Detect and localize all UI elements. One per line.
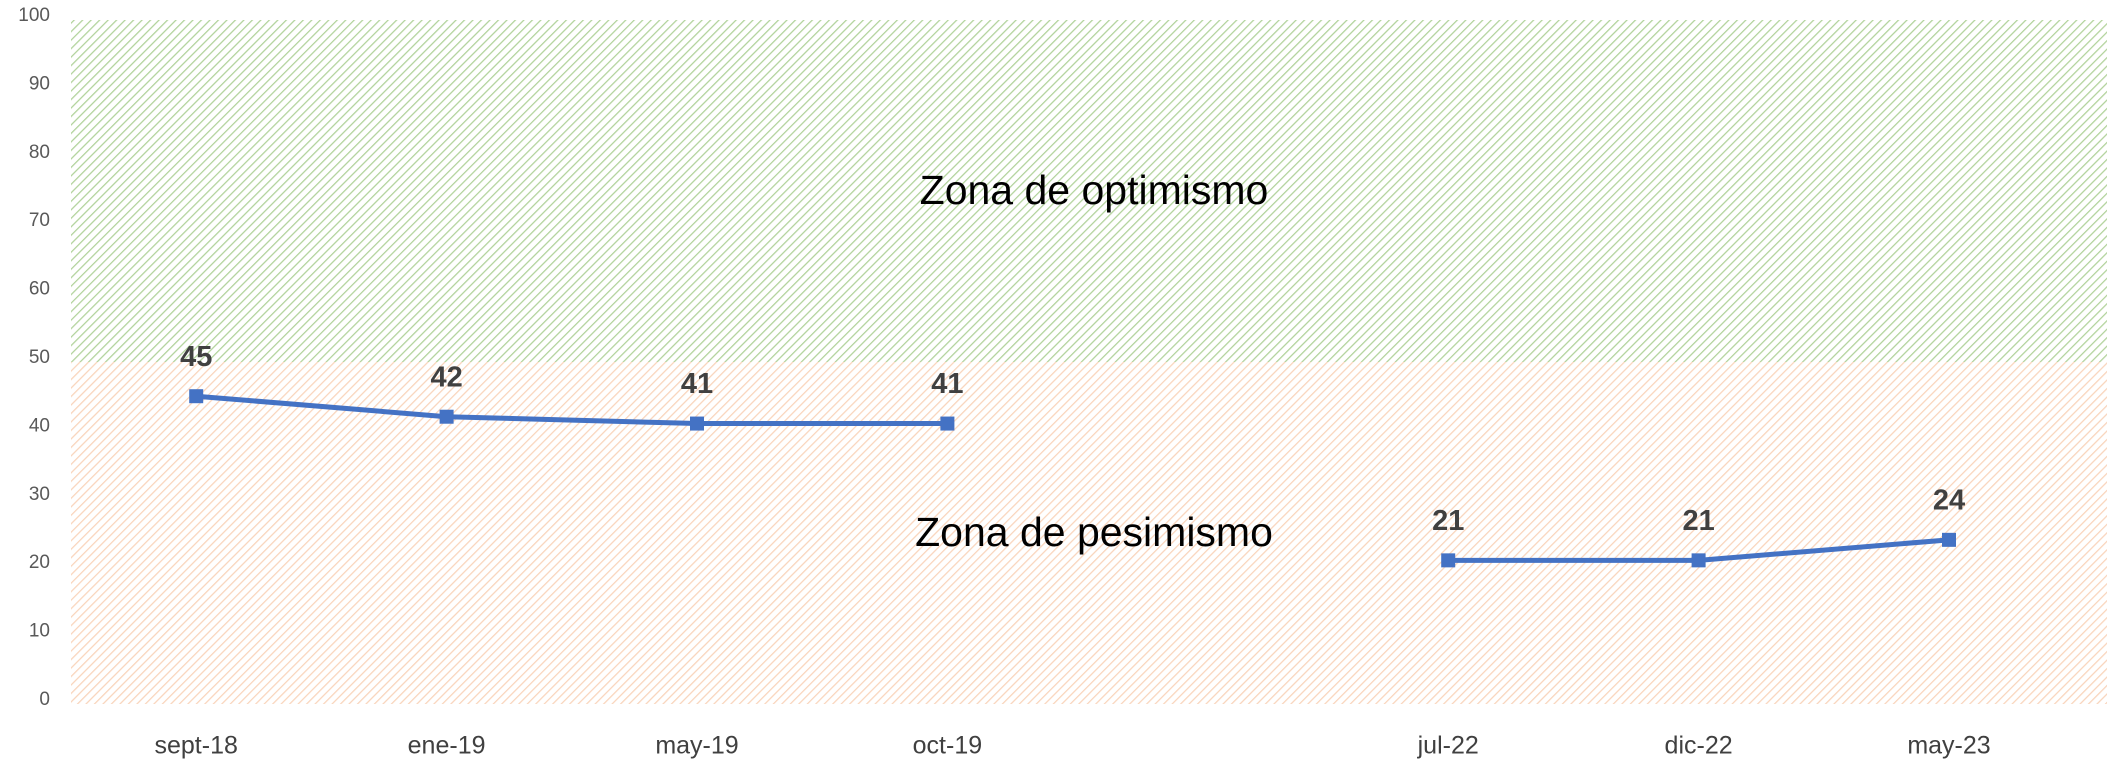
data-label: 41 (681, 368, 713, 400)
zone-area (71, 20, 2107, 362)
data-label: 21 (1682, 505, 1714, 537)
y-tick-label: 10 (29, 621, 50, 642)
marker (1942, 532, 1956, 547)
y-tick-label: 100 (18, 5, 50, 26)
marker (690, 416, 704, 431)
y-tick-label: 40 (29, 415, 50, 436)
x-tick-label: dic-22 (1665, 732, 1733, 760)
data-label: 45 (180, 341, 212, 373)
y-tick-label: 90 (29, 73, 50, 94)
marker (439, 409, 454, 424)
marker (1691, 553, 1706, 568)
data-label: 41 (931, 368, 963, 400)
y-tick-label: 0 (39, 689, 50, 710)
y-tick-label: 80 (29, 142, 50, 163)
y-tick-label: 70 (29, 210, 50, 231)
marker (940, 416, 955, 431)
zone-label: Zona de pesimismo (915, 509, 1273, 555)
x-tick-label: ene-19 (408, 732, 486, 760)
x-tick-label: may-19 (655, 732, 738, 760)
data-label: 24 (1933, 484, 1965, 516)
data-label: 21 (1432, 505, 1464, 537)
y-tick-label: 20 (29, 552, 50, 573)
y-tick-label: 30 (29, 484, 50, 505)
y-tick-label: 60 (29, 279, 50, 300)
zone-area (71, 362, 2107, 704)
x-tick-label: oct-19 (913, 732, 982, 760)
x-tick-label: sept-18 (155, 732, 238, 760)
x-tick-label: may-23 (1907, 732, 1990, 760)
x-tick-label: jul-22 (1417, 732, 1479, 760)
data-label: 42 (430, 361, 462, 393)
zone-label: Zona de optimismo (920, 167, 1269, 213)
marker (189, 389, 204, 404)
marker (1441, 553, 1456, 568)
y-tick-label: 50 (29, 347, 50, 368)
